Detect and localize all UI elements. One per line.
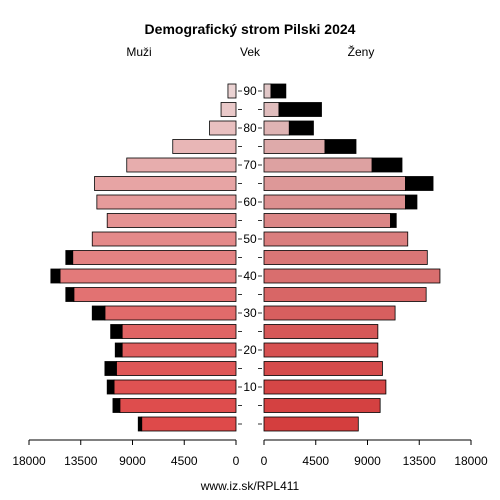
men-surplus-45-49	[65, 250, 74, 265]
women-surplus-60-64	[405, 194, 418, 210]
age-tick-label: 60	[243, 195, 257, 209]
women-bar-85-89	[263, 102, 280, 117]
men-label: Muži	[126, 45, 151, 59]
age-tick-label: 10	[243, 380, 257, 394]
men-bar-55-59	[106, 213, 237, 228]
women-bar-40-44	[263, 268, 441, 284]
women-surplus-85-89	[278, 102, 322, 117]
age-label: Vek	[240, 45, 261, 59]
women-bar-30-34	[263, 305, 396, 321]
men-x-tick-label: 4500	[171, 454, 198, 468]
men-bar-65-69	[94, 176, 237, 191]
women-bar-70-74	[263, 157, 373, 173]
footer-url: www.iz.sk/RPL411	[200, 479, 300, 493]
chart-title: Demografický strom Pilski 2024	[145, 21, 356, 37]
women-bar-45-49	[263, 250, 428, 265]
men-surplus-25-29	[110, 324, 123, 339]
age-tick-label: 70	[243, 158, 257, 172]
women-surplus-75-79	[324, 139, 357, 154]
men-bar-5-9	[119, 398, 237, 413]
men-surplus-0-4	[137, 416, 143, 432]
men-bar-50-54	[91, 231, 237, 247]
men-x-tick-label: 18000	[12, 454, 46, 468]
women-x-tick-label: 18000	[454, 454, 488, 468]
women-label: Ženy	[348, 44, 375, 59]
men-bar-60-64	[96, 194, 237, 210]
men-surplus-15-19	[104, 361, 117, 376]
men-bar-25-29	[121, 324, 237, 339]
men-bar-70-74	[126, 157, 237, 173]
age-tick-label: 50	[243, 232, 257, 246]
men-surplus-40-44	[50, 268, 61, 284]
men-bar-85-89	[220, 102, 237, 117]
men-bar-30-34	[104, 305, 237, 321]
women-bar-20-24	[263, 342, 379, 358]
women-bar-15-19	[263, 361, 383, 376]
women-surplus-70-74	[371, 157, 403, 173]
men-bar-20-24	[121, 342, 237, 358]
women-surplus-65-69	[405, 176, 434, 191]
men-bar-10-14	[113, 379, 237, 395]
men-surplus-10-14	[106, 379, 115, 395]
women-x-tick-label: 9000	[354, 454, 381, 468]
bars-group	[50, 83, 441, 432]
women-bar-5-9	[263, 398, 381, 413]
women-surplus-55-59	[390, 213, 397, 228]
women-x-tick-label: 0	[261, 454, 268, 468]
age-tick-label: 40	[243, 269, 257, 283]
women-surplus-90+	[270, 83, 287, 99]
men-bar-45-49	[72, 250, 237, 265]
age-tick-label: 20	[243, 343, 257, 357]
men-surplus-30-34	[91, 305, 106, 321]
men-x-tick-label: 9000	[119, 454, 146, 468]
age-tick-label: 30	[243, 306, 257, 320]
men-bar-35-39	[73, 287, 237, 302]
women-bar-90+	[263, 83, 272, 99]
women-surplus-80-84	[288, 120, 314, 136]
women-x-tick-label: 13500	[403, 454, 437, 468]
women-bar-60-64	[263, 194, 406, 210]
women-bar-75-79	[263, 139, 326, 154]
age-tick-label: 80	[243, 121, 257, 135]
women-bar-80-84	[263, 120, 290, 136]
men-bar-75-79	[172, 139, 237, 154]
men-surplus-20-24	[114, 342, 123, 358]
men-bar-80-84	[209, 120, 237, 136]
men-surplus-5-9	[112, 398, 121, 413]
age-tick-label: 90	[243, 84, 257, 98]
women-bar-0-4	[263, 416, 359, 432]
women-bar-35-39	[263, 287, 427, 302]
men-bar-90+	[227, 83, 237, 99]
women-bar-25-29	[263, 324, 379, 339]
women-bar-10-14	[263, 379, 387, 395]
women-bar-55-59	[263, 213, 391, 228]
men-x-tick-label: 0	[233, 454, 240, 468]
men-surplus-35-39	[65, 287, 75, 302]
men-x-tick-label: 13500	[64, 454, 98, 468]
women-x-tick-label: 4500	[302, 454, 329, 468]
women-bar-50-54	[263, 231, 409, 247]
men-bar-0-4	[141, 416, 237, 432]
men-bar-15-19	[116, 361, 237, 376]
axes-group: 90 80 70 60 50 40 30 20 10 18000 13500 9000 4500 0 0 45…	[12, 84, 488, 468]
men-bar-40-44	[59, 268, 237, 284]
women-bar-65-69	[263, 176, 406, 191]
